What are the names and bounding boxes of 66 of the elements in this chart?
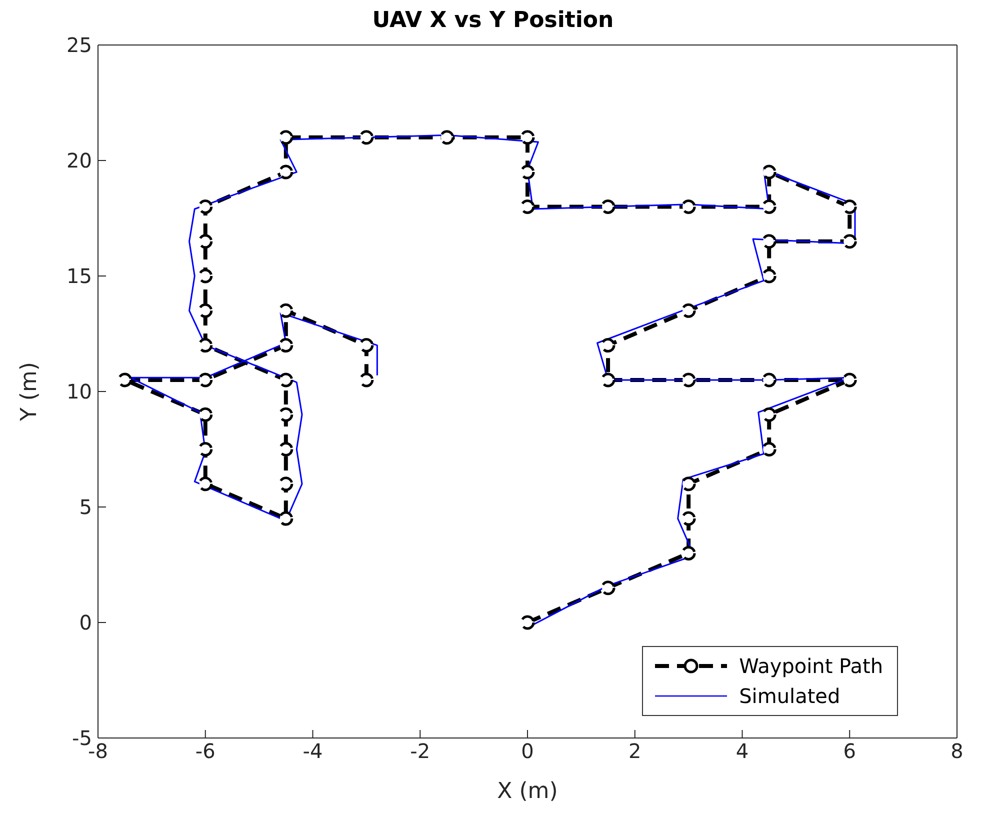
point [762, 234, 776, 249]
point [278, 130, 294, 145]
point [278, 442, 294, 456]
point [762, 164, 776, 180]
x-axis-title: X (m) [497, 779, 558, 804]
point [278, 511, 294, 526]
point [198, 372, 213, 388]
x-tick-label: 4 [736, 739, 749, 764]
point [681, 199, 696, 214]
point [118, 372, 132, 388]
point [520, 164, 535, 180]
point [762, 268, 776, 284]
point [278, 338, 294, 353]
point [520, 615, 535, 630]
point [681, 546, 696, 560]
point [198, 338, 213, 353]
point [278, 372, 294, 388]
y-tick-label: 0 [79, 610, 92, 635]
point [198, 476, 213, 492]
point [762, 199, 776, 214]
point [842, 234, 857, 249]
y-tick-label: -5 [72, 726, 92, 750]
point [520, 130, 535, 145]
point [842, 199, 857, 214]
point [198, 407, 213, 422]
legend-label: Simulated [739, 684, 840, 708]
y-tick-label: 15 [66, 264, 92, 288]
y-tick-label: 25 [66, 33, 92, 58]
point [440, 130, 454, 145]
x-tick-label: -6 [195, 739, 216, 764]
x-tick-label: 0 [521, 739, 534, 764]
point [359, 372, 374, 388]
point [600, 338, 616, 353]
point [762, 442, 776, 456]
x-tick-label: 8 [950, 739, 964, 764]
legend-label: Waypoint Path [739, 654, 883, 678]
point [198, 268, 213, 284]
point [278, 164, 294, 180]
point [520, 199, 535, 214]
point [278, 476, 294, 492]
point [600, 199, 616, 214]
point [600, 580, 616, 596]
point [681, 476, 696, 492]
point [762, 407, 776, 422]
point [198, 303, 213, 318]
point [762, 372, 776, 388]
y-tick-label: 20 [66, 148, 92, 173]
x-tick-label: -4 [302, 739, 323, 764]
point [842, 372, 857, 388]
chart-title: UAV X vs Y Position [371, 8, 615, 33]
point [359, 130, 374, 145]
point [681, 511, 696, 526]
y-axis-title: Y (m) [16, 362, 42, 422]
y-tick-label: 5 [79, 495, 92, 520]
point [600, 372, 616, 388]
point [198, 199, 213, 214]
point [681, 372, 696, 388]
point [198, 442, 213, 456]
point [278, 407, 294, 422]
x-tick-label: -2 [410, 739, 430, 764]
x-tick-label: 6 [843, 739, 856, 764]
x-tick-label: 2 [628, 739, 642, 764]
point [359, 338, 374, 353]
point [681, 303, 696, 318]
y-tick-label: 10 [66, 380, 92, 404]
point [278, 303, 294, 318]
